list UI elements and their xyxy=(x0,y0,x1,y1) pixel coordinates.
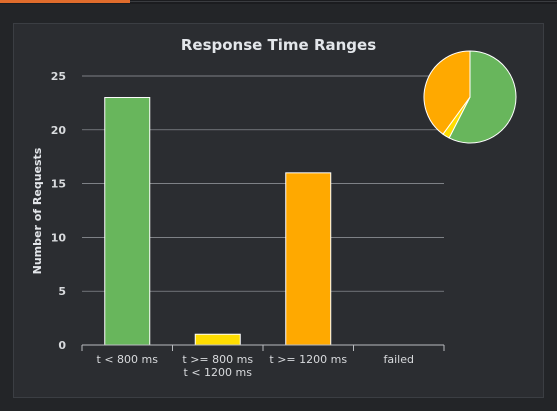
y-tick-label: 20 xyxy=(51,124,67,137)
pie-slice[interactable] xyxy=(448,50,517,144)
y-axis-ticks: 0 5 10 15 20 25 xyxy=(51,70,67,352)
x-tick-label: t >= 800 ms t < 1200 ms xyxy=(182,353,253,379)
bar[interactable] xyxy=(104,97,151,346)
y-tick-label: 25 xyxy=(51,70,66,83)
y-tick-label: 15 xyxy=(51,178,66,191)
bars xyxy=(104,97,332,346)
chart-title: Response Time Ranges xyxy=(180,36,377,54)
bar[interactable] xyxy=(285,172,332,346)
y-tick-label: 5 xyxy=(58,285,66,298)
bar[interactable] xyxy=(194,333,241,346)
top-strip xyxy=(0,0,557,4)
x-tick-label: t < 800 ms xyxy=(97,353,159,366)
active-tab-indicator[interactable] xyxy=(0,0,130,3)
x-axis-labels: t < 800 ms t >= 800 ms t < 1200 ms t >= 120… xyxy=(97,353,414,379)
inset-pie-chart xyxy=(423,50,517,144)
x-tick-label: t >= 1200 ms xyxy=(269,353,347,366)
x-axis xyxy=(81,344,445,351)
pie-slice[interactable] xyxy=(423,50,471,135)
x-tick-label: failed xyxy=(384,353,414,366)
y-tick-label: 0 xyxy=(58,339,66,352)
y-tick-label: 10 xyxy=(51,231,67,244)
y-axis-label: Number of Requests xyxy=(31,147,44,274)
tab-bar-divider xyxy=(130,1,557,2)
